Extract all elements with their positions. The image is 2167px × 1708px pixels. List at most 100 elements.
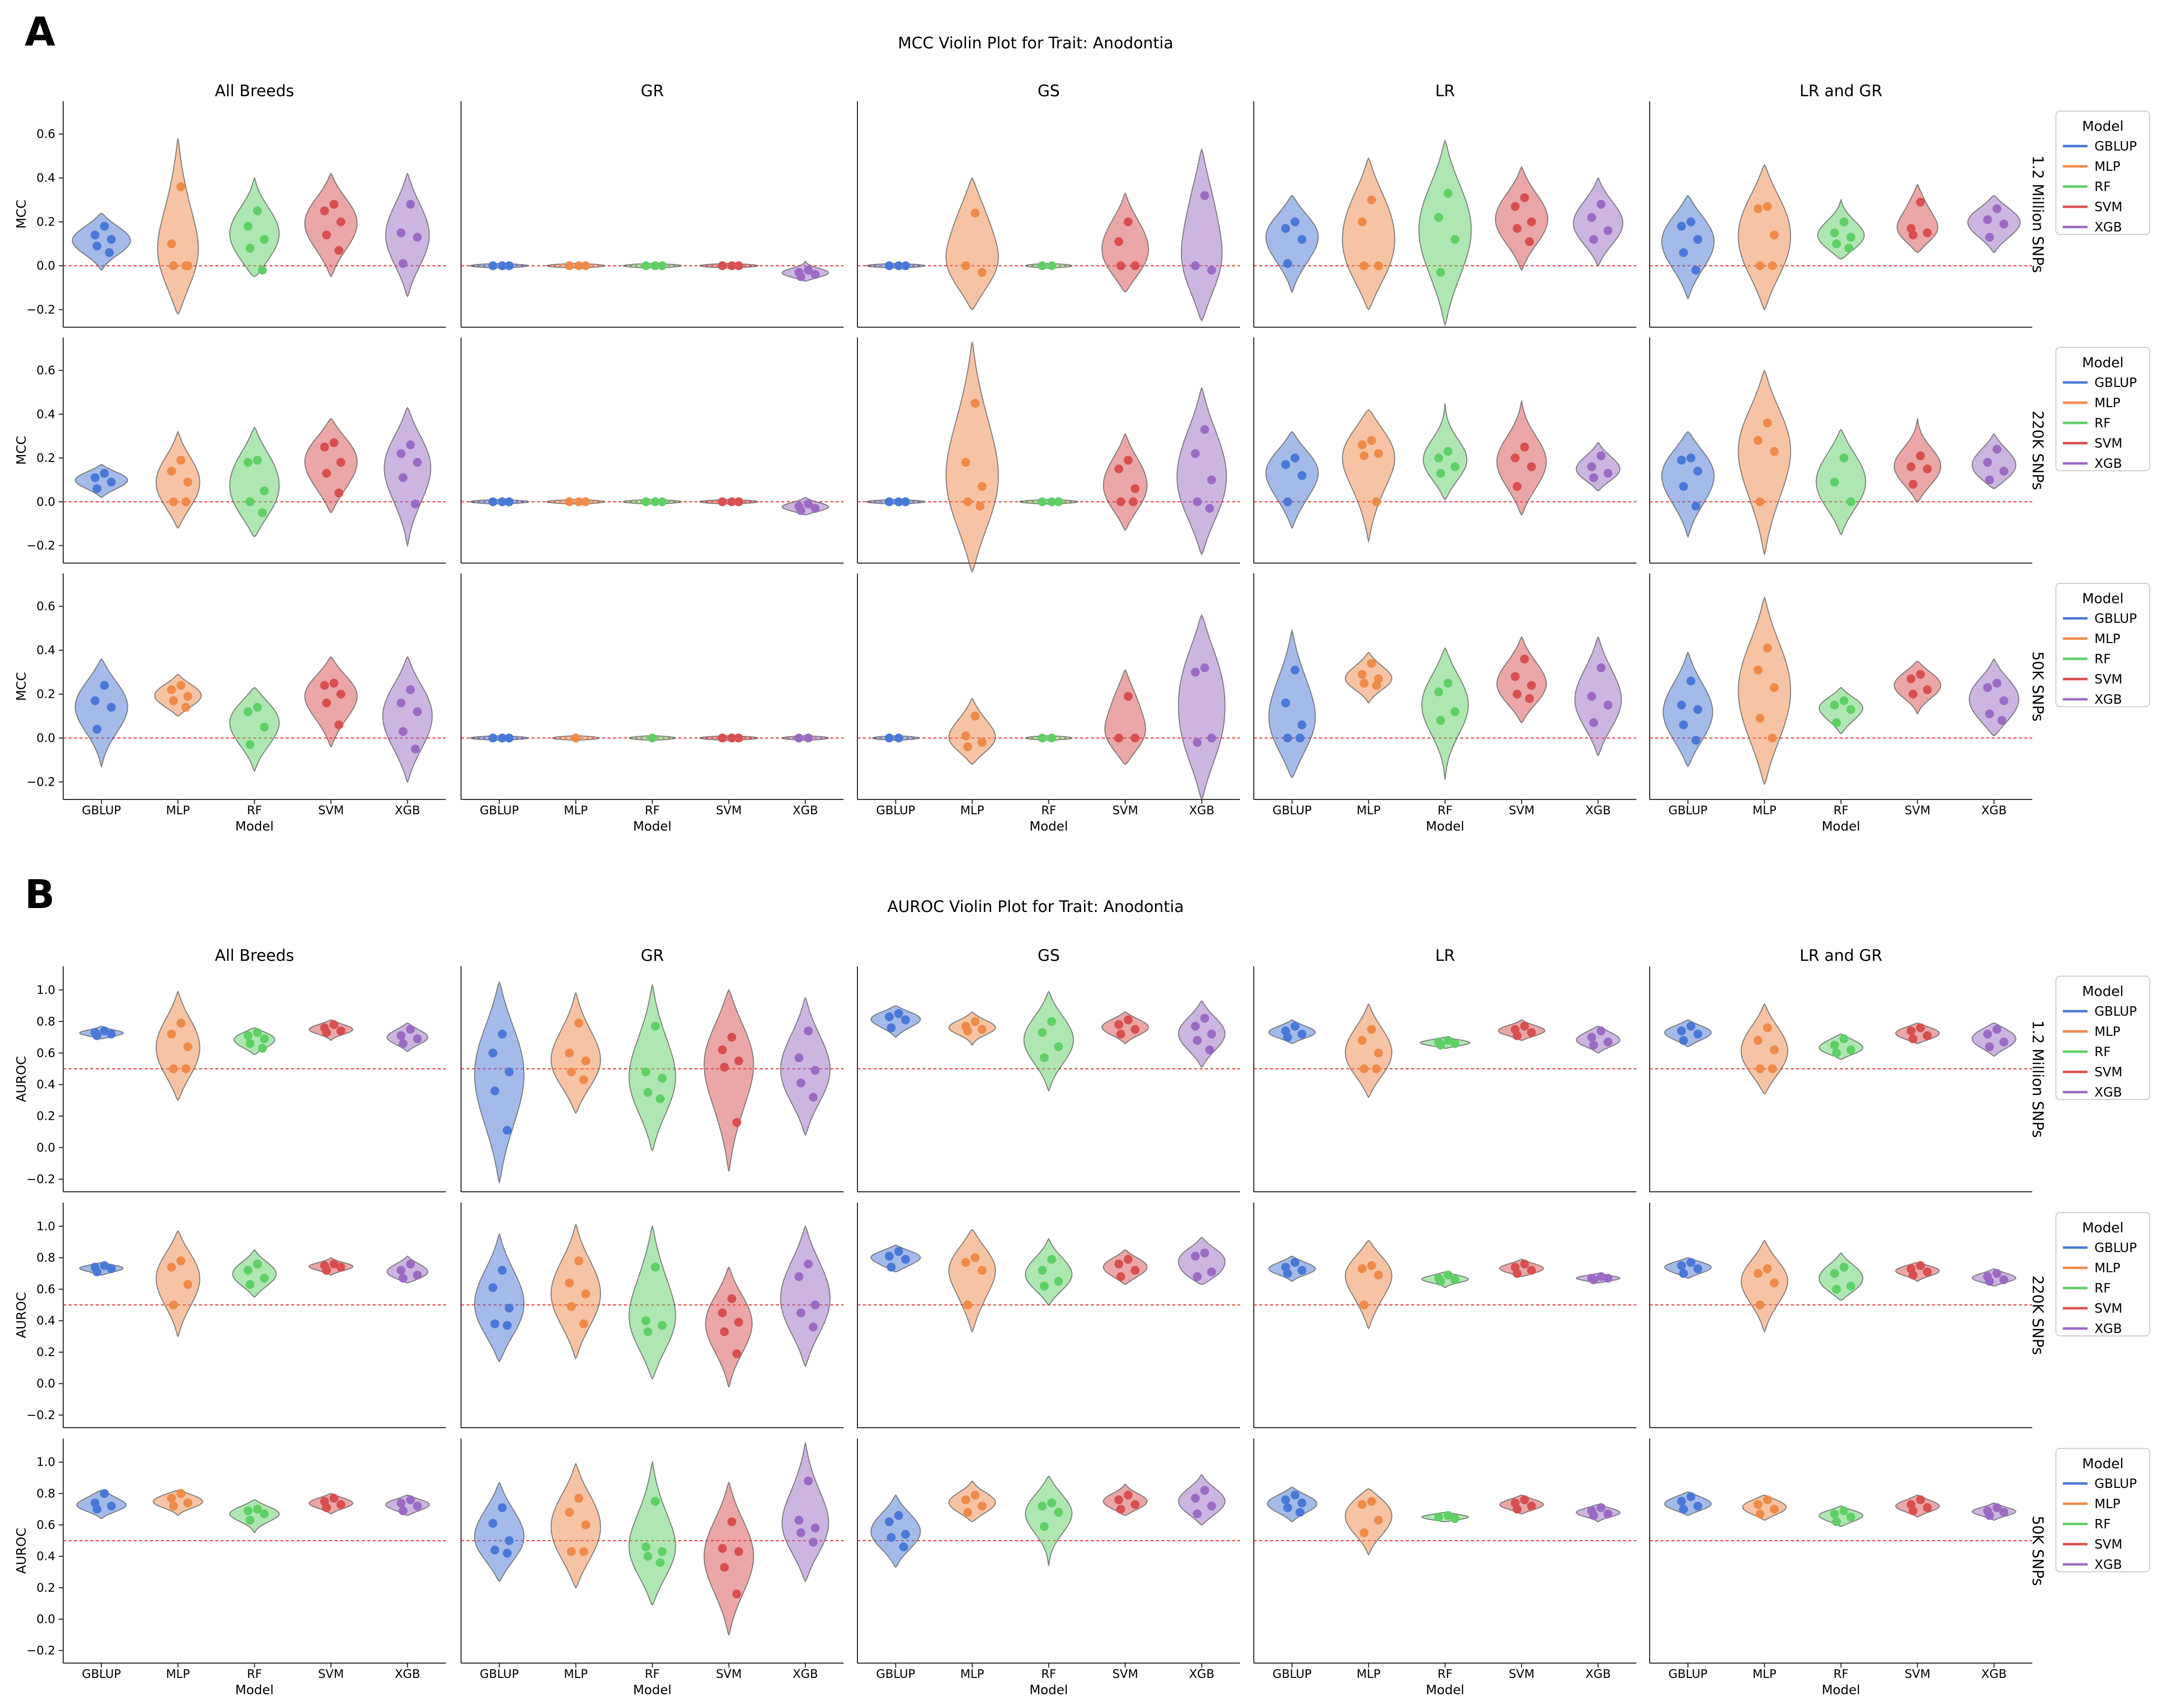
data-point (1297, 720, 1307, 729)
data-point (720, 1562, 729, 1572)
y-tick-label: 0.0 (37, 1377, 55, 1391)
data-point (253, 1028, 262, 1037)
data-point (656, 1094, 665, 1103)
y-tick-label: 0.6 (37, 1282, 55, 1296)
data-point (181, 497, 191, 506)
data-point (656, 1558, 665, 1567)
data-point (718, 1045, 727, 1055)
data-point (1450, 462, 1460, 471)
data-point (1205, 504, 1214, 513)
violin-rf (1817, 198, 1865, 260)
data-point (396, 1031, 406, 1040)
x-tick-label: XGB (1586, 803, 1611, 817)
violin-mlp (550, 1462, 601, 1589)
data-point (1193, 1509, 1202, 1518)
legend-title: Model (2082, 354, 2124, 371)
violin-xgb (1573, 177, 1624, 267)
data-point (1443, 679, 1453, 688)
y-tick-label: −0.2 (27, 539, 55, 553)
data-point (1443, 189, 1453, 198)
data-point (1123, 1015, 1133, 1025)
legend-title: Model (2082, 983, 2124, 999)
data-point (1116, 261, 1125, 270)
subplot (461, 101, 844, 328)
data-point (1191, 1022, 1200, 1031)
data-point (1295, 1508, 1305, 1517)
data-point (1359, 451, 1369, 460)
data-point (1054, 1277, 1063, 1286)
y-tick-label: 0.2 (37, 215, 55, 229)
violin-svm (304, 656, 358, 748)
data-point (1290, 1490, 1300, 1500)
data-point (1992, 1025, 2002, 1034)
data-point (490, 1545, 500, 1555)
data-point (1589, 473, 1598, 482)
row-title: 220K SNPs (2029, 411, 2046, 490)
data-point (1992, 445, 2002, 454)
data-point (1436, 267, 1445, 277)
violin-gblup (870, 1494, 921, 1568)
data-point (396, 698, 406, 708)
data-point (1753, 1500, 1763, 1509)
x-tick-label: SVM (1112, 1667, 1138, 1681)
data-point (1693, 1501, 1703, 1511)
data-point (1205, 1045, 1214, 1055)
data-point (1691, 501, 1701, 511)
data-point (504, 1536, 514, 1545)
data-point (963, 1508, 972, 1517)
violin-xgb (780, 996, 831, 1137)
data-point (504, 1067, 514, 1077)
data-point (894, 1247, 903, 1256)
data-point (107, 235, 116, 244)
legend-label: XGB (2094, 1085, 2122, 1100)
violin-gblup (75, 658, 128, 768)
data-point (1908, 1034, 1918, 1044)
data-point (658, 1321, 667, 1330)
data-point (1679, 248, 1688, 257)
x-tick-label: SVM (1112, 803, 1138, 817)
data-point (1755, 1300, 1765, 1310)
subplot (857, 338, 1240, 573)
legend-box (2055, 347, 2150, 471)
data-point (567, 1547, 576, 1556)
data-point (183, 692, 193, 701)
legend-box (2055, 1212, 2150, 1336)
data-point (243, 1031, 253, 1040)
data-point (1434, 687, 1443, 697)
data-point (503, 1126, 512, 1135)
data-point (90, 473, 100, 482)
x-tick-label: XGB (1189, 803, 1215, 817)
data-point (183, 1498, 193, 1508)
violin-rf (1025, 1238, 1073, 1306)
x-tick-label: XGB (1981, 803, 2007, 817)
data-point (1589, 1511, 1598, 1520)
data-point (1193, 497, 1202, 506)
y-tick-label: 0.2 (37, 1581, 55, 1594)
data-point (1677, 222, 1686, 231)
data-point (643, 1088, 653, 1097)
data-point (100, 1261, 109, 1270)
row-title: 1.2 Million SNPs (2029, 155, 2046, 273)
data-point (804, 1026, 813, 1036)
violin-mlp (1738, 164, 1791, 311)
data-point (1290, 454, 1300, 463)
legend-label: SVM (2094, 436, 2123, 451)
data-point (398, 1039, 408, 1048)
violin-svm (309, 1019, 353, 1041)
data-point (107, 703, 116, 712)
data-point (1038, 1266, 1047, 1275)
data-point (565, 1508, 574, 1517)
data-point (1512, 482, 1522, 491)
violin-mlp (550, 991, 601, 1114)
x-tick-label: MLP (1752, 1667, 1777, 1681)
data-point (574, 261, 583, 270)
data-point (100, 681, 109, 690)
data-point (1691, 266, 1701, 275)
data-point (1999, 1275, 2009, 1285)
data-point (503, 1549, 512, 1558)
violin-xgb (387, 1022, 428, 1052)
data-point (734, 261, 743, 270)
data-point (1443, 1511, 1453, 1520)
legend: Model GBLUP MLP RF SVM XGB (2055, 111, 2150, 235)
subplot (461, 338, 844, 564)
